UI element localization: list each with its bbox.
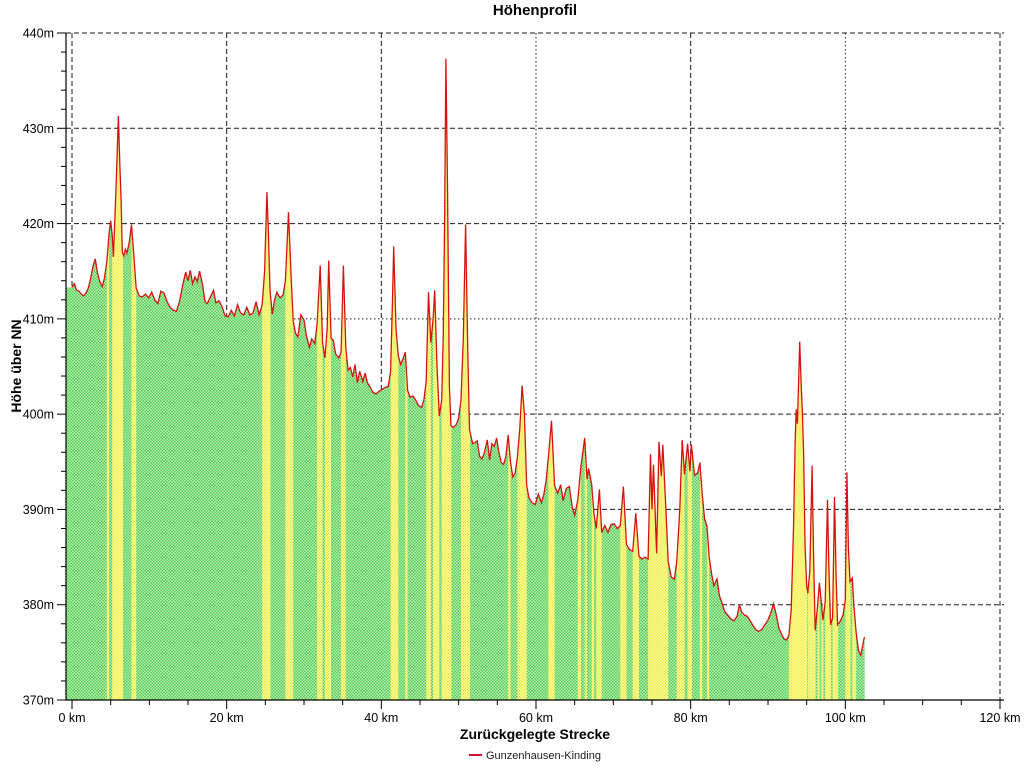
x-tick-label: 120 km (979, 711, 1020, 725)
y-tick-label: 440m (23, 27, 54, 41)
y-tick-label: 420m (23, 217, 54, 231)
axis-ticks (57, 32, 1001, 709)
x-tick-label: 40 km (364, 711, 398, 725)
x-axis-title: Zurückgelegte Strecke (459, 726, 611, 742)
x-tick-label: 20 km (210, 711, 244, 725)
y-tick-label: 400m (23, 408, 54, 422)
legend-line-swatch (469, 754, 482, 757)
y-tick-label: 430m (23, 122, 54, 136)
y-tick-label: 370m (23, 694, 54, 708)
y-tick-labels: 440m 430m 420m 410m 400m 390m 380m 370m (23, 27, 54, 708)
elevation-line (71, 58, 866, 658)
x-tick-label: 0 km (58, 711, 85, 725)
x-tick-labels: 0 km 20 km 40 km 60 km 80 km 100 km 120 km (58, 711, 1020, 725)
axes (65, 33, 1004, 701)
legend: Gunzenhausen-Kinding (66, 750, 1004, 762)
legend-series-label: Gunzenhausen-Kinding (486, 750, 601, 762)
chart-title: Höhenprofil (492, 2, 578, 19)
x-tick-label: 80 km (674, 711, 708, 725)
y-tick-label: 380m (23, 598, 54, 612)
y-tick-label: 410m (23, 312, 54, 326)
x-tick-label: 60 km (519, 711, 553, 725)
y-tick-label: 390m (23, 503, 54, 517)
y-axis-title: Höhe über NN (8, 319, 24, 413)
x-tick-label: 100 km (825, 711, 866, 725)
